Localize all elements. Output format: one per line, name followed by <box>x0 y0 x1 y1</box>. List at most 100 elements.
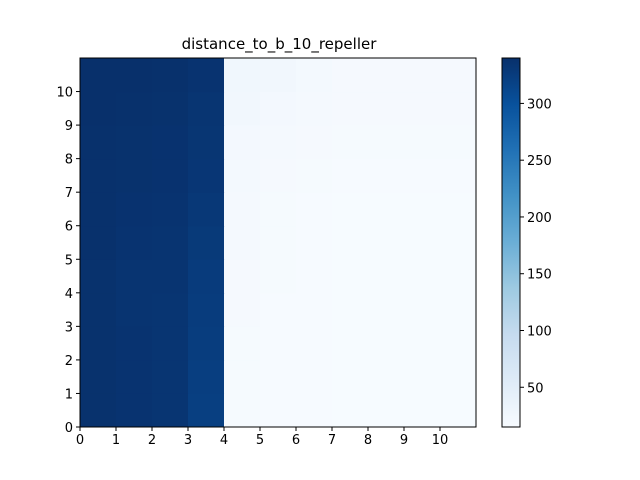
heatmap-cell <box>440 259 477 294</box>
heatmap-cell <box>116 359 153 394</box>
heatmap-cell <box>116 393 153 428</box>
heatmap-cell <box>188 326 225 361</box>
heatmap-cell <box>296 326 333 361</box>
heatmap-cell <box>440 192 477 227</box>
y-tick-label: 0 <box>65 421 73 436</box>
x-tick-label: 0 <box>76 433 84 448</box>
heatmap-cell <box>188 192 225 227</box>
y-tick-label: 2 <box>65 354 73 369</box>
heatmap-cell <box>188 58 225 93</box>
heatmap-cell <box>80 393 117 428</box>
heatmap-cell <box>188 259 225 294</box>
heatmap-cell <box>116 125 153 160</box>
heatmap-cell <box>224 158 261 193</box>
heatmap-cell <box>368 192 405 227</box>
heatmap-cell <box>260 359 297 394</box>
colorbar-tick-label: 300 <box>527 97 552 112</box>
heatmap-cell <box>188 292 225 327</box>
heatmap-cell <box>404 58 441 93</box>
heatmap-cell <box>152 359 189 394</box>
heatmap-cell <box>116 91 153 126</box>
heatmap-cell <box>188 225 225 260</box>
heatmap-cell <box>224 58 261 93</box>
heatmap-cell <box>152 125 189 160</box>
heatmap-cell <box>332 158 369 193</box>
y-tick-label: 3 <box>65 320 73 335</box>
heatmap-cell <box>80 192 117 227</box>
heatmap-cell <box>404 225 441 260</box>
colorbar-gradient <box>502 58 520 427</box>
heatmap-cell <box>260 58 297 93</box>
heatmap-cell <box>440 225 477 260</box>
x-tick-label: 2 <box>148 433 156 448</box>
heatmap-cell <box>296 393 333 428</box>
heatmap-cell <box>440 359 477 394</box>
x-tick-label: 4 <box>220 433 228 448</box>
heatmap-cell <box>224 259 261 294</box>
heatmap-cell <box>440 158 477 193</box>
heatmap-cell <box>188 158 225 193</box>
heatmap-cell <box>440 58 477 93</box>
colorbar-tick-label: 100 <box>527 324 552 339</box>
y-tick-label: 7 <box>65 186 73 201</box>
y-tick-label: 4 <box>65 287 73 302</box>
heatmap-cell <box>368 91 405 126</box>
y-tick-label: 6 <box>65 220 73 235</box>
heatmap-cell <box>116 225 153 260</box>
heatmap-cell <box>152 225 189 260</box>
heatmap-cell <box>224 359 261 394</box>
heatmap-cell <box>188 125 225 160</box>
heatmap-cell <box>296 192 333 227</box>
heatmap-cell <box>80 158 117 193</box>
heatmap-cell <box>152 158 189 193</box>
heatmap-cell <box>80 359 117 394</box>
heatmap-cell <box>260 225 297 260</box>
heatmap-cell <box>224 125 261 160</box>
heatmap-cell <box>440 91 477 126</box>
heatmap-cell <box>152 91 189 126</box>
heatmap-cell <box>404 158 441 193</box>
chart-title: distance_to_b_10_repeller <box>182 35 378 54</box>
heatmap-cell <box>152 292 189 327</box>
heatmap-cell <box>260 393 297 428</box>
heatmap-cell <box>260 192 297 227</box>
heatmap-cell <box>116 158 153 193</box>
y-axis: 0 1 2 3 4 5 6 7 8 9 10 <box>56 86 80 436</box>
heatmap-cell <box>404 125 441 160</box>
heatmap-cell <box>368 125 405 160</box>
heatmap-cell <box>368 393 405 428</box>
heatmap-cell <box>224 192 261 227</box>
heatmap-cell <box>260 259 297 294</box>
heatmap-cell <box>404 326 441 361</box>
heatmap-cell <box>404 91 441 126</box>
heatmap-cell <box>404 292 441 327</box>
heatmap-cell <box>332 259 369 294</box>
heatmap-cell <box>152 393 189 428</box>
x-tick-label: 10 <box>432 433 449 448</box>
y-tick-label: 5 <box>65 253 73 268</box>
heatmap-cell <box>116 326 153 361</box>
x-tick-label: 8 <box>364 433 372 448</box>
x-tick-label: 3 <box>184 433 192 448</box>
heatmap-cell <box>332 91 369 126</box>
heatmap-cell <box>404 393 441 428</box>
heatmap-cell <box>224 292 261 327</box>
heatmap-cell <box>260 326 297 361</box>
heatmap-cell <box>80 125 117 160</box>
heatmap-cell <box>188 393 225 428</box>
heatmap-cell <box>368 326 405 361</box>
x-tick-label: 5 <box>256 433 264 448</box>
heatmap-cell <box>224 326 261 361</box>
x-tick-label: 7 <box>328 433 336 448</box>
colorbar-tick-label: 200 <box>527 211 552 226</box>
x-tick-label: 6 <box>292 433 300 448</box>
heatmap-cells <box>80 58 477 428</box>
heatmap-cell <box>296 225 333 260</box>
heatmap-cell <box>296 359 333 394</box>
heatmap-cell <box>404 192 441 227</box>
heatmap-cell <box>260 158 297 193</box>
heatmap-cell <box>368 292 405 327</box>
heatmap-cell <box>368 58 405 93</box>
heatmap-cell <box>332 58 369 93</box>
